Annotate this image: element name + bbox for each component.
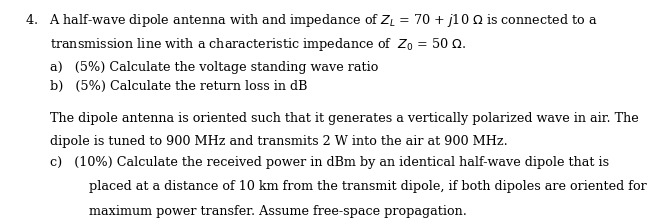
Text: placed at a distance of 10 km from the transmit dipole, if both dipoles are orie: placed at a distance of 10 km from the t…	[89, 180, 647, 193]
Text: transmission line with a characteristic impedance of  $Z_0$ = 50 $\Omega$.: transmission line with a characteristic …	[50, 36, 465, 53]
Text: a)   (5%) Calculate the voltage standing wave ratio: a) (5%) Calculate the voltage standing w…	[50, 61, 378, 73]
Text: 4.   A half-wave dipole antenna with and impedance of $Z_L$ = 70 + $j$10 $\Omega: 4. A half-wave dipole antenna with and i…	[25, 12, 598, 29]
Text: dipole is tuned to 900 MHz and transmits 2 W into the air at 900 MHz.: dipole is tuned to 900 MHz and transmits…	[50, 135, 508, 148]
Text: maximum power transfer. Assume free-space propagation.: maximum power transfer. Assume free-spac…	[89, 205, 467, 218]
Text: The dipole antenna is oriented such that it generates a vertically polarized wav: The dipole antenna is oriented such that…	[50, 112, 638, 125]
Text: c)   (10%) Calculate the received power in dBm by an identical half-wave dipole : c) (10%) Calculate the received power in…	[50, 156, 609, 169]
Text: b)   (5%) Calculate the return loss in dB: b) (5%) Calculate the return loss in dB	[50, 80, 307, 93]
